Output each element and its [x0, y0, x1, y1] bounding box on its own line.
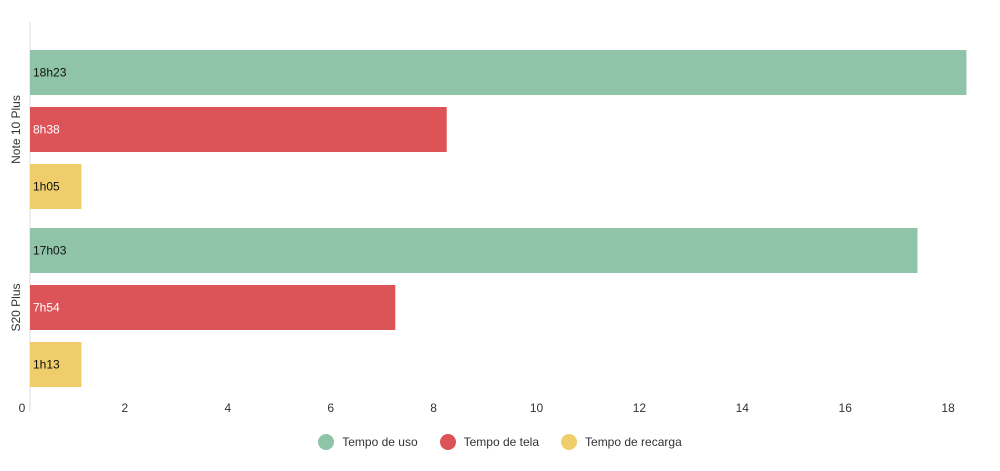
bar [30, 228, 918, 273]
x-tick-label: 6 [327, 401, 334, 415]
data-label: 1h05 [33, 180, 60, 194]
x-tick-label: 16 [839, 401, 853, 415]
group-label: Note 10 Plus [9, 95, 23, 164]
data-label: 17h03 [33, 244, 67, 258]
x-tick-label: 4 [224, 401, 231, 415]
legend-dot-icon [561, 434, 578, 450]
group-label: S20 Plus [9, 283, 23, 331]
legend-item[interactable]: Tempo de tela [439, 434, 540, 450]
data-label: 1h13 [33, 358, 60, 372]
plot-area: 0 2 4 6 8 10 12 14 16 18 Note 10 Plus 18h23 8h38 1h05… [9, 22, 967, 415]
bar [30, 107, 447, 152]
legend-label: Tempo de recarga [585, 435, 682, 449]
legend-label: Tempo de uso [342, 435, 418, 449]
x-tick-label: 12 [633, 401, 647, 415]
legend-label: Tempo de tela [463, 435, 540, 449]
x-tick-label: 0 [19, 401, 26, 415]
legend-dot-icon [318, 434, 335, 450]
legend-dot-icon [439, 434, 456, 450]
x-tick-label: 2 [122, 401, 129, 415]
legend: Tempo de uso Tempo de tela Tempo de recarg… [0, 434, 1000, 450]
legend-item[interactable]: Tempo de recarga [561, 434, 682, 450]
data-label: 18h23 [33, 66, 67, 80]
bar [30, 342, 82, 387]
data-label: 8h38 [33, 123, 60, 137]
bar [30, 164, 82, 209]
legend-item[interactable]: Tempo de uso [318, 434, 418, 450]
x-tick-label: 10 [530, 401, 544, 415]
data-label: 7h54 [33, 301, 60, 315]
x-tick-label: 14 [736, 401, 750, 415]
bar [30, 285, 396, 330]
x-tick-label: 8 [430, 401, 437, 415]
bar [30, 50, 967, 95]
x-tick-label: 18 [941, 401, 955, 415]
